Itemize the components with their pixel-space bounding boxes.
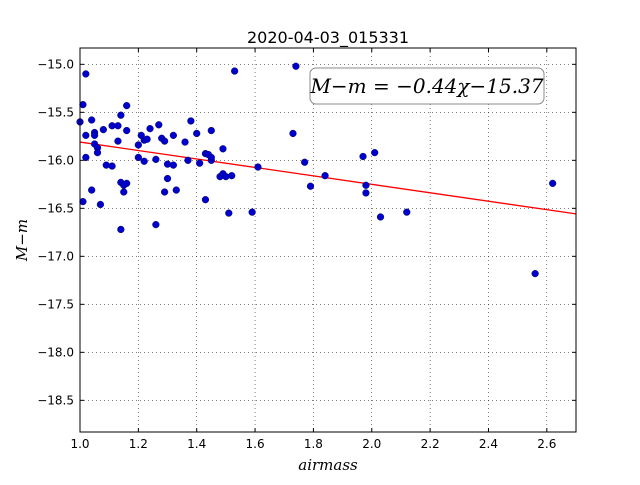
data-point bbox=[114, 137, 122, 145]
fit-line-group bbox=[79, 141, 577, 215]
plot-frame bbox=[79, 47, 577, 433]
annotation-box bbox=[309, 67, 545, 105]
data-points bbox=[76, 62, 557, 278]
data-point bbox=[123, 101, 131, 110]
data-point bbox=[181, 138, 189, 146]
data-point bbox=[306, 182, 315, 190]
y-tick-label: −18.5 bbox=[37, 393, 74, 407]
data-point bbox=[82, 70, 90, 78]
fit-annotation: M−m = −0.44χ−15.37 bbox=[309, 67, 545, 105]
data-point bbox=[219, 145, 227, 153]
data-point bbox=[289, 129, 297, 138]
y-tick-label: −16.5 bbox=[37, 201, 74, 215]
data-point bbox=[359, 152, 367, 161]
data-point bbox=[376, 213, 385, 221]
chart-title: 2020-04-03_015331 bbox=[247, 28, 409, 48]
data-point bbox=[96, 200, 105, 209]
data-point bbox=[117, 111, 125, 119]
x-tick-label: 2.2 bbox=[421, 437, 440, 451]
data-point bbox=[140, 157, 148, 165]
data-point bbox=[231, 67, 239, 75]
data-point bbox=[362, 181, 370, 189]
data-point bbox=[201, 196, 210, 204]
data-point bbox=[248, 208, 256, 216]
y-tick-label: −17.0 bbox=[37, 249, 74, 263]
data-point bbox=[134, 141, 142, 149]
data-point bbox=[531, 270, 539, 278]
data-point bbox=[193, 129, 201, 138]
data-point bbox=[123, 179, 131, 187]
y-tick-label: −18.0 bbox=[37, 345, 74, 359]
data-point bbox=[152, 155, 160, 163]
x-tick-label: 2.4 bbox=[479, 437, 498, 451]
x-axis-label: airmass bbox=[298, 456, 358, 474]
x-tick-label: 2.0 bbox=[362, 437, 381, 451]
data-point bbox=[79, 198, 87, 206]
data-point bbox=[254, 163, 262, 171]
data-point bbox=[187, 117, 195, 125]
axis-ticks bbox=[79, 48, 576, 432]
x-tick-label: 1.0 bbox=[70, 437, 89, 451]
x-tick-label: 1.4 bbox=[187, 437, 206, 451]
data-point bbox=[301, 158, 309, 166]
x-tick-label: 1.8 bbox=[304, 437, 323, 451]
data-point bbox=[123, 126, 131, 135]
data-point bbox=[184, 156, 192, 164]
data-point bbox=[99, 126, 107, 134]
data-point bbox=[228, 172, 236, 180]
data-point bbox=[161, 188, 169, 196]
fit-line bbox=[79, 141, 577, 215]
data-point bbox=[117, 225, 125, 234]
data-point bbox=[207, 153, 215, 162]
data-point bbox=[161, 137, 169, 145]
data-point bbox=[549, 179, 557, 187]
data-point bbox=[196, 159, 204, 167]
x-tick-label: 1.6 bbox=[246, 437, 265, 451]
data-point bbox=[93, 149, 102, 157]
data-point bbox=[82, 131, 90, 139]
data-point bbox=[362, 189, 370, 197]
data-point bbox=[88, 116, 96, 124]
data-point bbox=[120, 188, 128, 196]
fit-equation-label: M−m = −0.44χ−15.37 bbox=[309, 74, 543, 98]
data-point bbox=[143, 135, 151, 143]
data-point bbox=[108, 162, 116, 170]
data-point bbox=[403, 208, 411, 216]
y-axis-label: M−m bbox=[13, 219, 31, 262]
y-tick-label: −15.5 bbox=[37, 105, 74, 119]
data-point bbox=[207, 126, 215, 135]
data-point bbox=[90, 131, 99, 139]
data-point bbox=[146, 125, 154, 133]
y-tick-label: −17.5 bbox=[37, 297, 74, 311]
data-point bbox=[152, 221, 160, 229]
data-point bbox=[321, 172, 329, 180]
grid-lines bbox=[79, 48, 576, 432]
data-point bbox=[79, 101, 87, 109]
x-tick-label: 1.2 bbox=[129, 437, 148, 451]
data-point bbox=[134, 153, 142, 162]
data-point bbox=[371, 149, 379, 157]
y-tick-label: −15.0 bbox=[37, 57, 74, 71]
data-point bbox=[88, 186, 96, 194]
data-point bbox=[169, 161, 177, 169]
data-point bbox=[155, 121, 163, 129]
data-point bbox=[292, 62, 300, 70]
data-point bbox=[225, 209, 233, 217]
data-point bbox=[114, 122, 122, 130]
x-tick-label: 2.6 bbox=[537, 437, 556, 451]
data-point bbox=[163, 174, 172, 183]
data-point bbox=[82, 153, 90, 162]
data-point bbox=[169, 131, 177, 139]
y-tick-label: −16.0 bbox=[37, 153, 74, 167]
data-point bbox=[172, 186, 180, 194]
tick-labels: 1.0 1.2 1.4 1.6 1.8 2.0 2.2 2.4 2.6 −15.0 −15.5 −16… bbox=[37, 57, 556, 451]
